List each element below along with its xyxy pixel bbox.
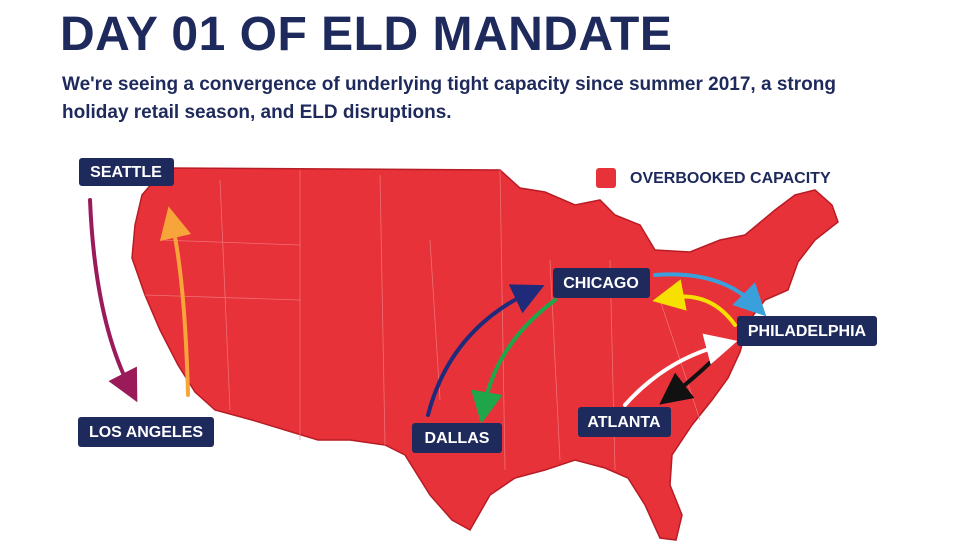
- city-name: DALLAS: [425, 430, 490, 447]
- arrow: [653, 272, 767, 317]
- legend-label: OVERBOOKED CAPACITY: [630, 170, 831, 187]
- subtitle-line: holiday retail season, and ELD disruptio…: [62, 102, 452, 123]
- title: DAY 01 OF ELD MANDATE: [60, 8, 672, 61]
- city-label: SEATTLE: [79, 158, 174, 186]
- city-name: ATLANTA: [587, 414, 661, 431]
- city-name: SEATTLE: [90, 164, 162, 181]
- city-label: CHICAGO: [553, 268, 650, 298]
- subtitle-line: We're seeing a convergence of underlying…: [62, 74, 836, 95]
- arrow: [159, 206, 192, 397]
- legend-swatch: [596, 168, 616, 188]
- city-label: DALLAS: [412, 423, 502, 453]
- city-label: LOS ANGELES: [78, 417, 214, 447]
- us-map: [131, 167, 839, 541]
- city-name: CHICAGO: [563, 275, 639, 292]
- arrow: [88, 198, 138, 403]
- city-label: PHILADELPHIA: [737, 316, 877, 346]
- arrow: [470, 298, 557, 424]
- city-label: ATLANTA: [578, 407, 671, 437]
- city-name: PHILADELPHIA: [748, 323, 867, 340]
- city-name: LOS ANGELES: [89, 424, 203, 441]
- arrow: [652, 279, 737, 327]
- arrow: [426, 284, 545, 417]
- arrow: [623, 333, 738, 407]
